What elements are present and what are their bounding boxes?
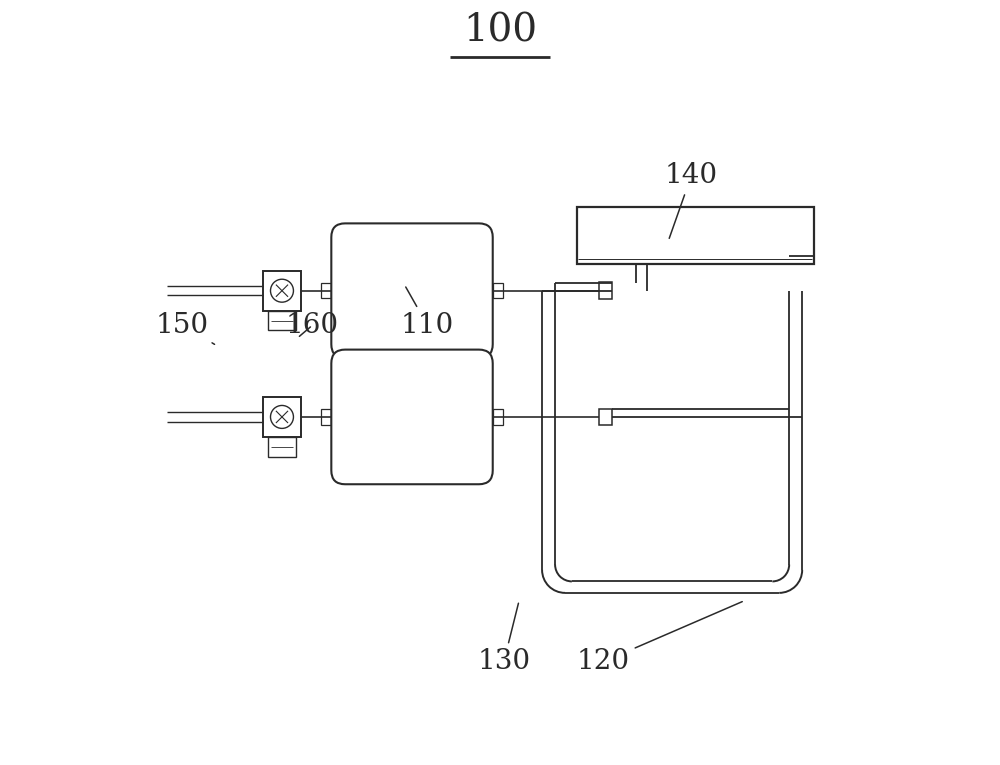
Bar <box>404 346 420 363</box>
Bar <box>268 437 296 457</box>
Bar <box>321 409 331 425</box>
FancyBboxPatch shape <box>331 350 493 484</box>
Text: 110: 110 <box>401 287 454 339</box>
Text: 130: 130 <box>477 604 530 675</box>
Text: 100: 100 <box>463 13 537 50</box>
Bar <box>263 397 301 437</box>
Bar <box>263 271 301 311</box>
Bar <box>599 282 612 299</box>
Bar <box>268 311 296 330</box>
Bar <box>321 283 331 298</box>
Bar <box>493 283 503 298</box>
Bar <box>405 347 419 361</box>
Text: 160: 160 <box>286 311 339 339</box>
Bar <box>576 207 814 264</box>
FancyBboxPatch shape <box>331 223 493 358</box>
Bar <box>599 409 612 425</box>
Text: 120: 120 <box>577 601 742 675</box>
Bar <box>493 409 503 425</box>
Text: 150: 150 <box>156 311 215 344</box>
Text: 140: 140 <box>665 162 718 239</box>
